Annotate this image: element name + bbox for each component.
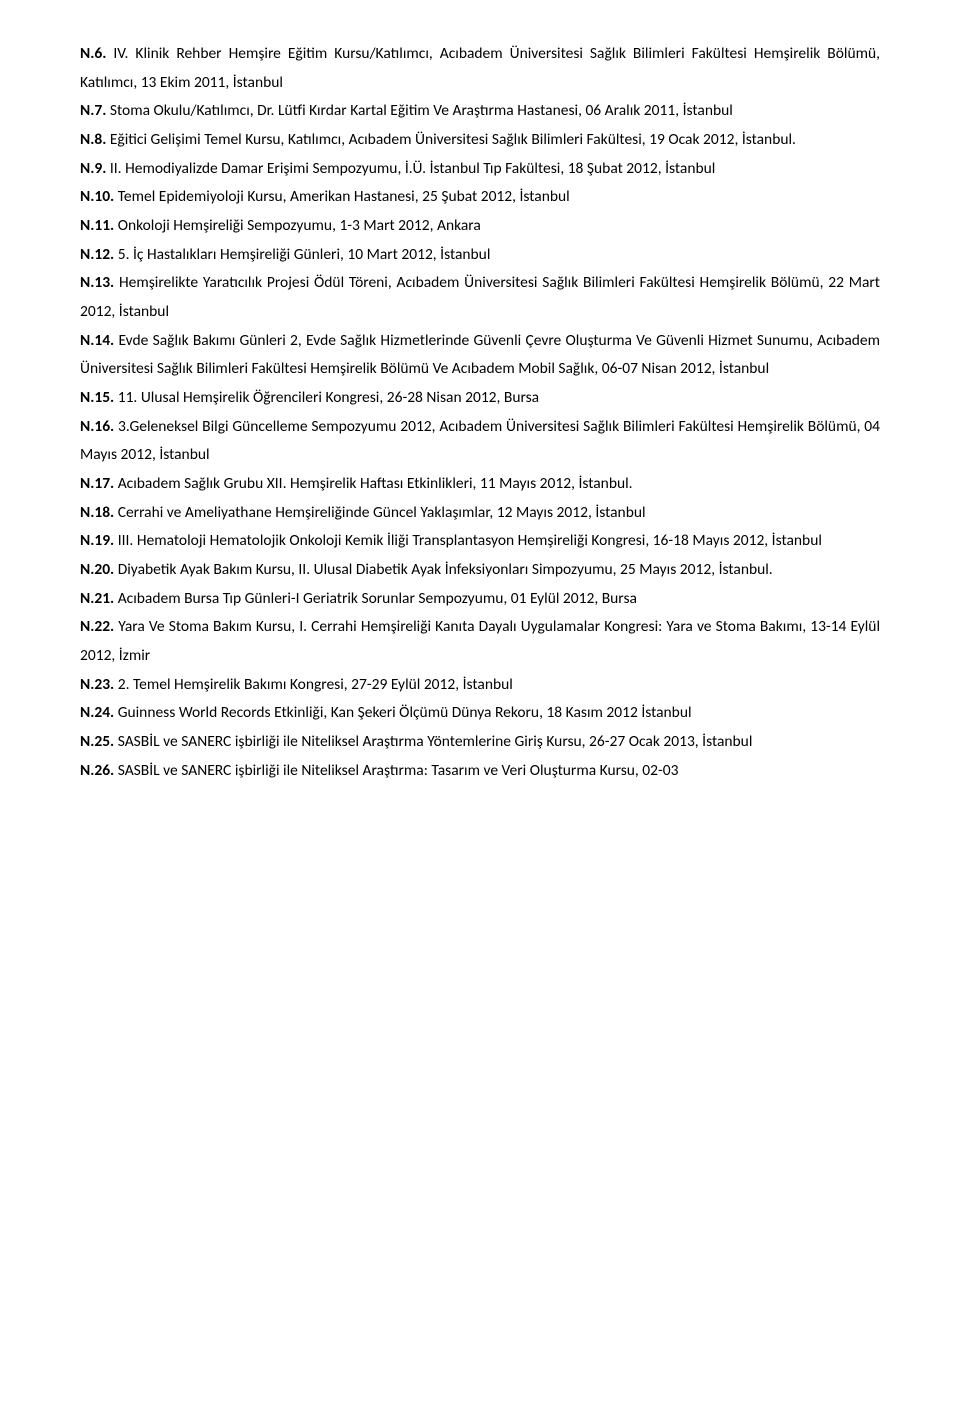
list-item: N.26. SASBİL ve SANERC işbirliği ile Nit… (80, 757, 880, 786)
item-body: Stoma Okulu/Katılımcı, Dr. Lütfi Kırdar … (106, 101, 732, 120)
list-item: N.7. Stoma Okulu/Katılımcı, Dr. Lütfi Kı… (80, 97, 880, 126)
item-lead: 3. (114, 417, 129, 436)
item-body: Hemodiyalizde Damar Erişimi Sempozyumu, … (122, 159, 716, 178)
item-code: N.17. (80, 474, 114, 493)
item-body: SASBİL ve SANERC işbirliği ile Nitelikse… (114, 732, 752, 751)
item-body: Onkoloji Hemşireliği Sempozyumu, 1-3 Mar… (114, 216, 481, 235)
item-code: N.10. (80, 187, 114, 206)
item-code: N.21. (80, 589, 114, 608)
item-code: N.19. (80, 531, 114, 550)
item-body: Eğitici Gelişimi Temel Kursu, Katılımcı,… (106, 130, 796, 149)
list-item: N.24. Guinness World Records Etkinliği, … (80, 699, 880, 728)
list-item: N.22. Yara Ve Stoma Bakım Kursu, I. Cerr… (80, 613, 880, 670)
item-lead: III. (114, 531, 133, 550)
list-item: N.19. III. Hematoloji Hematolojik Onkolo… (80, 527, 880, 556)
item-body: Temel Epidemiyoloji Kursu, Amerikan Hast… (114, 187, 570, 206)
item-code: N.24. (80, 703, 114, 722)
item-lead: 2. (114, 675, 129, 694)
item-body: Acıbadem Bursa Tıp Günleri-I Geriatrik S… (114, 589, 637, 608)
list-item: N.11. Onkoloji Hemşireliği Sempozyumu, 1… (80, 212, 880, 241)
list-item: N.16. 3.Geleneksel Bilgi Güncelleme Semp… (80, 413, 880, 470)
item-code: N.8. (80, 130, 106, 149)
item-code: N.6. (80, 44, 106, 63)
item-code: N.25. (80, 732, 114, 751)
item-body: SASBİL ve SANERC işbirliği ile Nitelikse… (114, 761, 678, 780)
item-body: Cerrahi ve Ameliyathane Hemşireliğinde G… (114, 503, 645, 522)
item-code: N.20. (80, 560, 114, 579)
list-item: N.25. SASBİL ve SANERC işbirliği ile Nit… (80, 728, 880, 757)
item-lead: 5. (114, 245, 129, 264)
list-item: N.18. Cerrahi ve Ameliyathane Hemşireliğ… (80, 499, 880, 528)
list-item: N.14. Evde Sağlık Bakımı Günleri 2, Evde… (80, 327, 880, 384)
list-item: N.13. Hemşirelikte Yaratıcılık Projesi Ö… (80, 269, 880, 326)
item-code: N.13. (80, 273, 114, 292)
list-item: N.23. 2. Temel Hemşirelik Bakımı Kongres… (80, 671, 880, 700)
item-body: Acıbadem Sağlık Grubu XII. Hemşirelik Ha… (114, 474, 632, 493)
item-code: N.18. (80, 503, 114, 522)
list-item: N.12. 5. İç Hastalıkları Hemşireliği Gün… (80, 241, 880, 270)
list-item: N.9. II. Hemodiyalizde Damar Erişimi Sem… (80, 155, 880, 184)
item-code: N.7. (80, 101, 106, 120)
item-body: Yara Ve Stoma Bakım Kursu, I. Cerrahi He… (80, 617, 880, 665)
item-code: N.11. (80, 216, 114, 235)
item-body: Guinness World Records Etkinliği, Kan Şe… (114, 703, 691, 722)
item-body: Hemşirelikte Yaratıcılık Projesi Ödül Tö… (80, 273, 880, 321)
item-body: Hematoloji Hematolojik Onkoloji Kemik İl… (133, 531, 822, 550)
list-item: N.6. IV. Klinik Rehber Hemşire Eğitim Ku… (80, 40, 880, 97)
item-lead: II. (106, 159, 121, 178)
item-body: Temel Hemşirelik Bakımı Kongresi, 27-29 … (129, 675, 512, 694)
item-code: N.12. (80, 245, 114, 264)
item-code: N.22. (80, 617, 114, 636)
item-body: Ulusal Hemşirelik Öğrencileri Kongresi, … (137, 388, 539, 407)
item-body: Evde Sağlık Bakımı Günleri 2, Evde Sağlı… (80, 331, 880, 379)
document-page: N.6. IV. Klinik Rehber Hemşire Eğitim Ku… (0, 0, 960, 1419)
item-lead: 11. (114, 388, 137, 407)
item-body: İç Hastalıkları Hemşireliği Günleri, 10 … (129, 245, 490, 264)
list-item: N.10. Temel Epidemiyoloji Kursu, Amerika… (80, 183, 880, 212)
list-item: N.17. Acıbadem Sağlık Grubu XII. Hemşire… (80, 470, 880, 499)
item-lead: IV. (106, 44, 128, 63)
item-code: N.23. (80, 675, 114, 694)
list-item: N.8. Eğitici Gelişimi Temel Kursu, Katıl… (80, 126, 880, 155)
item-code: N.16. (80, 417, 114, 436)
item-body: Klinik Rehber Hemşire Eğitim Kursu/Katıl… (80, 44, 880, 92)
item-code: N.9. (80, 159, 106, 178)
item-code: N.14. (80, 331, 114, 350)
list-item: N.20. Diyabetik Ayak Bakım Kursu, II. Ul… (80, 556, 880, 585)
item-body: Diyabetik Ayak Bakım Kursu, II. Ulusal D… (114, 560, 773, 579)
list-item: N.15. 11. Ulusal Hemşirelik Öğrencileri … (80, 384, 880, 413)
list-item: N.21. Acıbadem Bursa Tıp Günleri-I Geria… (80, 585, 880, 614)
item-body: Geleneksel Bilgi Güncelleme Sempozyumu 2… (80, 417, 880, 465)
item-code: N.15. (80, 388, 114, 407)
item-code: N.26. (80, 761, 114, 780)
